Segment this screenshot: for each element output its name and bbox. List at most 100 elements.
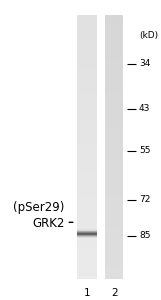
- Bar: [77, 236, 97, 239]
- Bar: [77, 223, 97, 226]
- Bar: [105, 216, 123, 220]
- Bar: [105, 35, 123, 38]
- Bar: [105, 196, 123, 200]
- Bar: [105, 111, 123, 114]
- Bar: [105, 210, 123, 213]
- Bar: [105, 157, 123, 160]
- Bar: [77, 167, 97, 170]
- Bar: [77, 177, 97, 180]
- Bar: [105, 25, 123, 28]
- Bar: [77, 137, 97, 140]
- Bar: [77, 234, 97, 235]
- Bar: [77, 84, 97, 88]
- Bar: [77, 58, 97, 61]
- Bar: [105, 236, 123, 239]
- Text: (kD): (kD): [139, 32, 158, 40]
- Bar: [77, 239, 97, 243]
- Bar: [77, 130, 97, 134]
- Bar: [105, 253, 123, 256]
- Bar: [105, 121, 123, 124]
- Text: GRK2: GRK2: [33, 217, 65, 230]
- Bar: [105, 173, 123, 177]
- Bar: [77, 227, 97, 228]
- Bar: [77, 232, 97, 233]
- Bar: [77, 193, 97, 197]
- Bar: [105, 98, 123, 101]
- Bar: [105, 74, 123, 78]
- Bar: [77, 78, 97, 81]
- Bar: [105, 180, 123, 183]
- Bar: [105, 190, 123, 193]
- Bar: [77, 259, 97, 262]
- Bar: [77, 88, 97, 91]
- Bar: [77, 187, 97, 190]
- Bar: [77, 28, 97, 32]
- Bar: [77, 229, 97, 230]
- Bar: [105, 147, 123, 150]
- Bar: [105, 15, 123, 18]
- Bar: [77, 272, 97, 276]
- Bar: [105, 246, 123, 249]
- Bar: [105, 170, 123, 173]
- Bar: [77, 236, 97, 237]
- Bar: [77, 237, 97, 238]
- Bar: [105, 259, 123, 262]
- Bar: [105, 58, 123, 61]
- Bar: [77, 18, 97, 22]
- Bar: [77, 140, 97, 144]
- Bar: [105, 32, 123, 35]
- Text: 43: 43: [139, 104, 150, 113]
- Text: 1: 1: [84, 288, 90, 298]
- Bar: [105, 150, 123, 154]
- Bar: [105, 137, 123, 140]
- Bar: [77, 150, 97, 154]
- Bar: [77, 15, 97, 18]
- Bar: [105, 160, 123, 164]
- Bar: [77, 232, 97, 233]
- Bar: [105, 233, 123, 236]
- Bar: [105, 18, 123, 22]
- Bar: [77, 213, 97, 216]
- Bar: [77, 147, 97, 150]
- Bar: [77, 127, 97, 130]
- Bar: [105, 124, 123, 127]
- Bar: [77, 154, 97, 157]
- Bar: [77, 180, 97, 183]
- Bar: [105, 64, 123, 68]
- Bar: [105, 127, 123, 130]
- Bar: [77, 200, 97, 203]
- Bar: [77, 48, 97, 51]
- Bar: [77, 233, 97, 236]
- Bar: [105, 249, 123, 253]
- Bar: [77, 55, 97, 58]
- Bar: [105, 266, 123, 269]
- Bar: [77, 230, 97, 233]
- Bar: [105, 200, 123, 203]
- Bar: [77, 233, 97, 234]
- Bar: [77, 231, 97, 232]
- Bar: [105, 55, 123, 58]
- Bar: [105, 130, 123, 134]
- Bar: [77, 111, 97, 114]
- Bar: [77, 51, 97, 55]
- Bar: [105, 134, 123, 137]
- Bar: [105, 213, 123, 216]
- Bar: [105, 38, 123, 41]
- Bar: [105, 230, 123, 233]
- Bar: [77, 124, 97, 127]
- Bar: [105, 71, 123, 74]
- Bar: [77, 164, 97, 167]
- Bar: [77, 228, 97, 229]
- Bar: [105, 114, 123, 117]
- Bar: [105, 223, 123, 226]
- Text: 34: 34: [139, 59, 150, 68]
- Text: 55: 55: [139, 146, 150, 155]
- Bar: [77, 74, 97, 78]
- Bar: [105, 81, 123, 84]
- Bar: [105, 239, 123, 243]
- Bar: [105, 154, 123, 157]
- Bar: [105, 84, 123, 88]
- Bar: [77, 91, 97, 94]
- Bar: [77, 256, 97, 259]
- Bar: [77, 68, 97, 71]
